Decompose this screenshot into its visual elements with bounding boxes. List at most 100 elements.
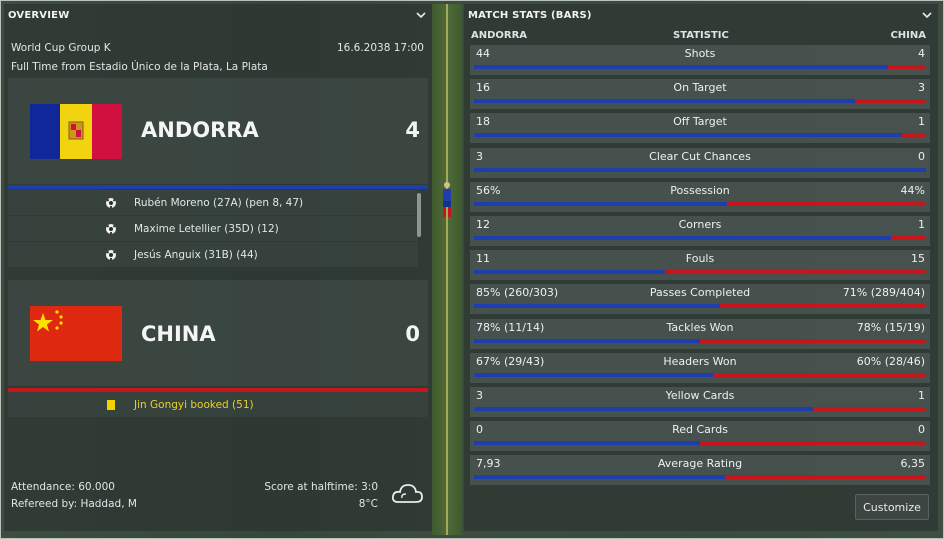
event-text[interactable]: Jesús Anguix (31B) (44) [134, 248, 258, 261]
stat-bar [474, 167, 926, 172]
event-text[interactable]: Jin Gongyi booked (51) [134, 398, 254, 411]
stat-bar [474, 236, 926, 240]
stat-bar-away [665, 270, 926, 275]
stat-bar-away [854, 99, 926, 104]
stat-bar-home [474, 99, 855, 104]
stat-away-value: 6,35 [900, 457, 926, 471]
stat-bar [474, 270, 926, 275]
stat-bar [474, 407, 926, 411]
overview-title: OVERVIEW [8, 9, 70, 21]
column-home[interactable]: ANDORRA [471, 30, 528, 41]
temperature-text: 8°C [358, 498, 378, 510]
event-row: Rubén Moreno (27A) (pen 8, 47) [8, 190, 418, 215]
stat-bar-away [700, 338, 926, 343]
stat-row: Tackles Won 78% (11/14) 78% (15/19) [470, 318, 930, 349]
stat-bar-home [474, 338, 700, 343]
match-meta-row: World Cup Group K 16.6.2038 17:00 [4, 42, 432, 54]
stat-away-value: 44% [900, 183, 925, 197]
stat-bar [474, 441, 926, 446]
stat-label: Passes Completed [649, 286, 751, 300]
venue-row: Full Time from Estadio Único de la Plata… [4, 61, 432, 73]
chevron-down-icon[interactable] [416, 10, 426, 20]
stat-bar-home [474, 236, 892, 240]
stat-bar [474, 201, 926, 206]
stat-bar-home [474, 167, 926, 172]
stat-bar-away [813, 407, 926, 411]
stat-bar-home [474, 372, 713, 377]
match-stats-title: MATCH STATS (BARS) [468, 9, 592, 21]
stat-bar [474, 304, 926, 309]
stat-label: Red Cards [672, 423, 728, 437]
stat-row: Average Rating 7,93 6,35 [470, 455, 930, 486]
stat-label: Shots [684, 47, 716, 60]
stat-away-value: 15 [911, 252, 925, 266]
stat-bar-home [474, 133, 903, 138]
stat-bar-away [727, 201, 926, 206]
stat-home-value: 78% (11/14) [476, 320, 545, 334]
overview-panel: OVERVIEW World Cup Group K 16.6.2038 17:… [4, 4, 432, 531]
stat-bar-away [724, 475, 926, 480]
column-statistic: STATISTIC [673, 30, 729, 41]
venue-line: Full Time from Estadio Único de la Plata… [11, 61, 268, 73]
customize-button[interactable]: Customize [855, 494, 929, 520]
stat-away-value: 3 [918, 81, 925, 95]
event-row: Jesús Anguix (31B) (44) [8, 242, 418, 267]
cloudy-icon [391, 484, 423, 503]
chevron-down-icon[interactable] [922, 10, 932, 20]
overview-header: OVERVIEW [4, 4, 432, 26]
stat-row: Clear Cut Chances 3 0 [470, 147, 930, 178]
home-team-name[interactable]: ANDORRA [141, 118, 259, 142]
home-team-block: ANDORRA 4 [8, 78, 428, 184]
away-team-color-line [8, 388, 428, 392]
stat-bar-away [902, 133, 926, 138]
stat-away-value: 0 [918, 423, 925, 437]
stat-bar [474, 133, 926, 138]
stat-away-value: 4 [918, 47, 925, 60]
stat-bar-home [474, 441, 700, 446]
stat-label: On Target [673, 81, 727, 95]
competition-name: World Cup Group K [11, 42, 111, 54]
stat-home-value: 3 [476, 149, 483, 163]
home-team-color-line [8, 185, 428, 189]
stat-label: Yellow Cards [665, 389, 735, 402]
stat-label: Headers Won [663, 354, 737, 368]
stat-bar-away [712, 372, 926, 377]
event-text[interactable]: Maxime Letellier (35D) (12) [134, 222, 279, 235]
center-line [446, 4, 448, 535]
stat-home-value: 56% [476, 183, 501, 197]
goal-ball-icon [106, 197, 116, 208]
stat-bar-home [474, 270, 666, 275]
halftime-score-text: Score at halftime: 3:0 [264, 481, 378, 493]
home-team-score: 4 [405, 118, 420, 142]
stat-label: Clear Cut Chances [649, 149, 751, 163]
stat-bar-home [474, 407, 813, 411]
stat-home-value: 11 [476, 252, 490, 266]
stat-bar-away [888, 65, 926, 69]
player-figure [443, 182, 451, 217]
referee-text: Refereed by: Haddad, M [11, 498, 137, 510]
stat-bar [474, 372, 926, 377]
stat-row: On Target 16 3 [470, 79, 930, 110]
event-row: Jin Gongyi booked (51) [8, 392, 428, 417]
events-scrollbar[interactable] [417, 193, 421, 237]
stat-row: Possession 56% 44% [470, 181, 930, 212]
stat-label: Corners [678, 218, 722, 231]
stat-away-value: 71% (289/404) [842, 286, 925, 300]
stat-row: Passes Completed 85% (260/303) 71% (289/40… [470, 284, 930, 315]
stat-away-value: 60% (28/46) [856, 354, 925, 368]
stat-label: Fouls [685, 252, 715, 266]
stat-bar-home [474, 201, 728, 206]
stats-column-headers: ANDORRA STATISTIC CHINA [470, 30, 932, 44]
away-team-name[interactable]: CHINA [141, 322, 216, 346]
column-away[interactable]: CHINA [890, 30, 926, 41]
stat-bar-home [474, 304, 721, 309]
event-text[interactable]: Rubén Moreno (27A) (pen 8, 47) [134, 196, 304, 209]
stat-home-value: 12 [476, 218, 490, 231]
stat-bar [474, 65, 926, 69]
stat-away-value: 1 [918, 115, 925, 129]
stat-home-value: 44 [476, 47, 490, 60]
stat-home-value: 3 [476, 389, 483, 402]
stat-row: Corners 12 1 [470, 216, 930, 246]
stat-home-value: 67% (29/43) [476, 354, 545, 368]
stat-away-value: 78% (15/19) [856, 320, 925, 334]
